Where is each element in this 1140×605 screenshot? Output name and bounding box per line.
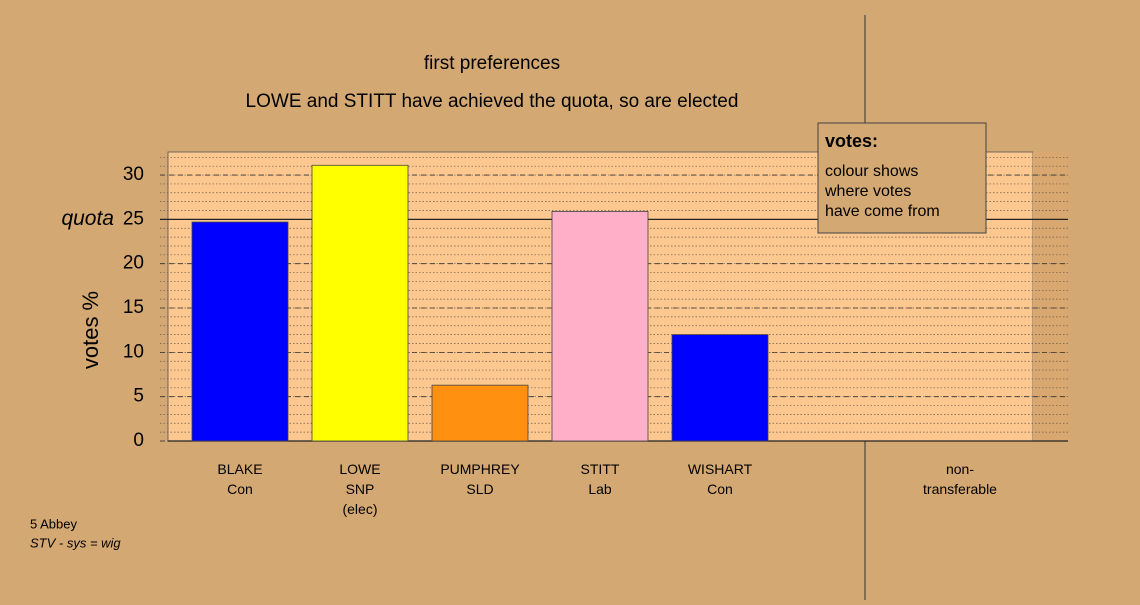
y-tick-label: 30 — [123, 164, 144, 185]
x-tick-label-line: STITT — [581, 461, 620, 477]
y-tick-label: 0 — [133, 430, 144, 451]
legend: votes: colour shows where votes have come f… — [817, 122, 987, 234]
bar — [551, 210, 649, 442]
x-tick-label-line: transferable — [923, 481, 997, 497]
x-tick-label-line: PUMPHREY — [440, 461, 520, 477]
bar — [671, 334, 769, 442]
x-tick-label-line: non- — [946, 461, 974, 477]
chart-title: first preferences — [424, 53, 560, 74]
x-tick-label-line: SLD — [466, 481, 493, 497]
x-tick-label: non-transferable — [923, 461, 997, 497]
y-tick-label: 25 — [123, 208, 144, 229]
x-tick-label-line: (elec) — [342, 501, 377, 517]
x-tick-label: BLAKE Con — [217, 461, 262, 497]
x-tick-label-line: LOWE — [339, 461, 380, 477]
plot-margin — [1033, 152, 1068, 441]
x-tick-label-line: Con — [227, 481, 253, 497]
x-tick-label-line: BLAKE — [217, 461, 262, 477]
x-tick-label: STITT Lab — [581, 461, 620, 497]
x-tick-label: PUMPHREY SLD — [440, 461, 520, 497]
y-tick-label: 10 — [123, 341, 144, 362]
footnote: STV - sys = wig — [30, 535, 121, 550]
legend-text: have come from — [825, 203, 940, 220]
y-axis-label: votes % — [78, 291, 103, 369]
bar — [191, 221, 289, 442]
x-tick-label: LOWE SNP (elec) — [339, 461, 380, 517]
x-tick-label-line: SNP — [346, 481, 375, 497]
x-tick-label: WISHART Con — [688, 461, 753, 497]
bar — [431, 384, 529, 442]
x-tick-label-line: Lab — [588, 481, 612, 497]
bar — [311, 164, 409, 442]
quota-label: quota — [61, 207, 114, 230]
y-tick-label: 5 — [133, 386, 144, 407]
x-tick-label-line: Con — [707, 481, 733, 497]
legend-text: colour shows — [825, 163, 918, 180]
y-tick-label: 20 — [123, 253, 144, 274]
legend-box — [817, 122, 987, 234]
chart-subtitle: LOWE and STITT have achieved the quota, … — [246, 91, 739, 112]
footnote: 5 Abbey — [30, 516, 77, 531]
x-tick-label-line: WISHART — [688, 461, 753, 477]
legend-title: votes: — [825, 131, 878, 151]
legend-text: where votes — [824, 183, 911, 200]
y-tick-label: 15 — [123, 297, 144, 318]
